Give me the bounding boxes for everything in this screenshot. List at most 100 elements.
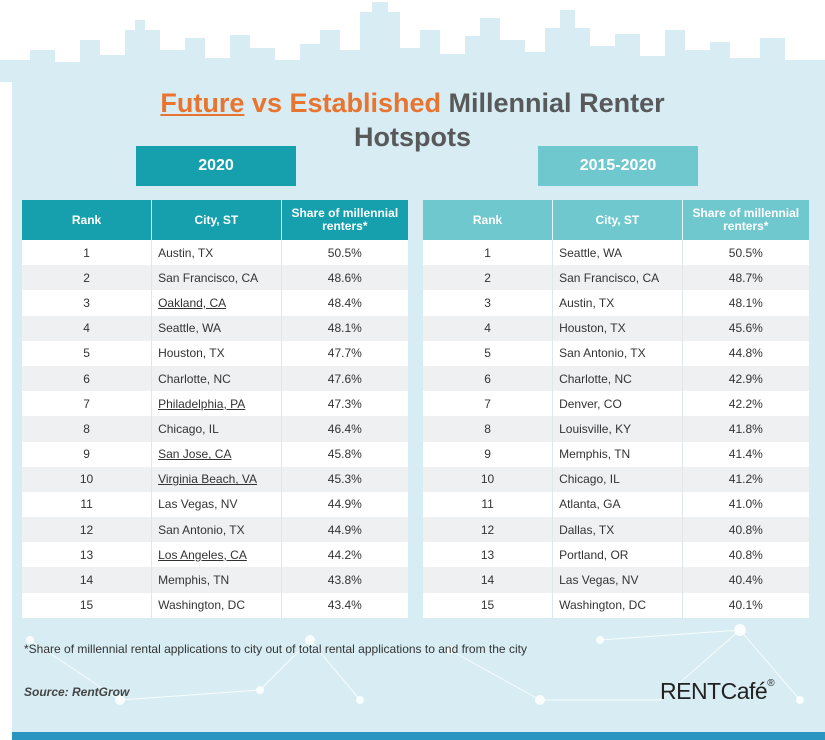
share-cell: 47.7% — [281, 340, 408, 366]
table-row: 11 Las Vegas, NV 44.9% — [22, 491, 408, 518]
city-link[interactable]: Los Angeles, CA — [158, 547, 247, 562]
rank-cell: 1 — [22, 240, 153, 266]
header-share: Share of millennial renters* — [682, 200, 809, 240]
city-link[interactable]: Philadelphia, PA — [158, 396, 246, 411]
city-cell: Los Angeles, CA — [151, 542, 282, 568]
source-credit: Source: RentGrow — [24, 685, 130, 699]
rank-cell: 13 — [423, 542, 554, 568]
city-link[interactable]: San Jose, CA — [158, 447, 232, 462]
city-link[interactable]: Virginia Beach, VA — [158, 472, 258, 487]
share-cell: 41.0% — [682, 491, 809, 518]
city-cell: Austin, TX — [552, 290, 683, 316]
rank-cell: 9 — [22, 441, 153, 467]
city-cell: Atlanta, GA — [552, 491, 683, 518]
city-name: Memphis, TN — [158, 573, 230, 588]
city-name: San Francisco, CA — [158, 270, 259, 285]
table-row: 10 Virginia Beach, VA 45.3% — [22, 466, 408, 492]
rank-cell: 14 — [22, 567, 153, 593]
share-cell: 46.4% — [281, 416, 408, 442]
ribbon-2015-2020: 2015-2020 — [538, 146, 698, 186]
table-row: 3 Oakland, CA 48.4% — [22, 290, 408, 316]
share-cell: 50.5% — [281, 240, 408, 266]
share-cell: 44.2% — [281, 542, 408, 568]
share-cell: 50.5% — [682, 240, 809, 266]
share-cell: 40.1% — [682, 592, 809, 618]
rank-cell: 9 — [423, 441, 554, 467]
rentcafe-logo: RENTCafé® — [660, 678, 775, 705]
city-cell: Seattle, WA — [151, 315, 282, 341]
table-body: 1 Seattle, WA 50.5% 2 San Francisco, CA 48.7%… — [423, 240, 809, 618]
city-cell: Memphis, TN — [151, 567, 282, 593]
table-row: 6 Charlotte, NC 42.9% — [423, 365, 809, 392]
header-share: Share of millennial renters* — [281, 200, 408, 240]
city-name: Portland, OR — [559, 547, 629, 562]
share-cell: 40.8% — [682, 542, 809, 568]
share-cell: 45.8% — [281, 441, 408, 467]
city-cell: Memphis, TN — [552, 441, 683, 467]
table-row: 2 San Francisco, CA 48.7% — [423, 265, 809, 291]
share-cell: 48.6% — [281, 265, 408, 291]
table-row: 2 San Francisco, CA 48.6% — [22, 265, 408, 291]
city-cell: Houston, TX — [552, 315, 683, 341]
rank-cell: 7 — [22, 391, 153, 417]
rank-cell: 5 — [423, 340, 554, 366]
city-name: Austin, TX — [559, 295, 615, 310]
rank-cell: 12 — [22, 517, 153, 543]
share-cell: 45.6% — [682, 315, 809, 341]
share-cell: 48.7% — [682, 265, 809, 291]
table-row: 9 Memphis, TN 41.4% — [423, 441, 809, 467]
city-name: Washington, DC — [158, 598, 246, 613]
rank-cell: 12 — [423, 517, 554, 543]
share-cell: 41.2% — [682, 466, 809, 492]
share-cell: 48.4% — [281, 290, 408, 316]
share-cell: 41.8% — [682, 416, 809, 442]
city-name: Washington, DC — [559, 598, 647, 613]
header-city: City, ST — [552, 200, 683, 240]
city-cell: Portland, OR — [552, 542, 683, 568]
table-row: 10 Chicago, IL 41.2% — [423, 466, 809, 492]
city-cell: San Jose, CA — [151, 441, 282, 467]
bottom-bar — [12, 732, 825, 740]
rank-cell: 3 — [423, 290, 554, 316]
rank-cell: 10 — [423, 466, 554, 492]
city-cell: Dallas, TX — [552, 517, 683, 543]
table-row: 14 Las Vegas, NV 40.4% — [423, 567, 809, 593]
share-cell: 43.8% — [281, 567, 408, 593]
city-cell: Seattle, WA — [552, 240, 683, 266]
rank-cell: 8 — [423, 416, 554, 442]
header-rank: Rank — [423, 200, 554, 240]
rank-cell: 5 — [22, 340, 153, 366]
city-cell: Oakland, CA — [151, 290, 282, 316]
city-cell: Houston, TX — [151, 340, 282, 366]
table-row: 6 Charlotte, NC 47.6% — [22, 365, 408, 392]
rank-cell: 15 — [22, 592, 153, 618]
city-name: Austin, TX — [158, 245, 214, 260]
city-name: Chicago, IL — [158, 421, 219, 436]
footnote: *Share of millennial rental applications… — [24, 642, 527, 656]
city-name: Memphis, TN — [559, 447, 631, 462]
city-name: San Antonio, TX — [559, 346, 646, 361]
city-skyline-graphic — [0, 2, 825, 82]
title-rest-line1: Millennial Renter — [448, 88, 665, 118]
share-cell: 40.8% — [682, 517, 809, 543]
city-cell: Louisville, KY — [552, 416, 683, 442]
logo-text: RENTCafé — [660, 678, 768, 704]
city-name: Louisville, KY — [559, 421, 632, 436]
city-link[interactable]: Oakland, CA — [158, 295, 227, 310]
city-cell: Chicago, IL — [151, 416, 282, 442]
city-name: Seattle, WA — [158, 321, 222, 336]
table-header-row: Rank City, ST Share of millennial renter… — [423, 200, 809, 240]
city-cell: Washington, DC — [552, 592, 683, 618]
share-cell: 48.1% — [281, 315, 408, 341]
table-row: 13 Los Angeles, CA 44.2% — [22, 542, 408, 568]
table-2015-2020: Rank City, ST Share of millennial renter… — [423, 200, 809, 618]
city-name: Charlotte, NC — [158, 371, 231, 386]
city-cell: Philadelphia, PA — [151, 391, 282, 417]
share-cell: 48.1% — [682, 290, 809, 316]
rank-cell: 3 — [22, 290, 153, 316]
rank-cell: 11 — [423, 491, 554, 518]
share-cell: 42.2% — [682, 391, 809, 417]
table-row: 12 San Antonio, TX 44.9% — [22, 517, 408, 543]
